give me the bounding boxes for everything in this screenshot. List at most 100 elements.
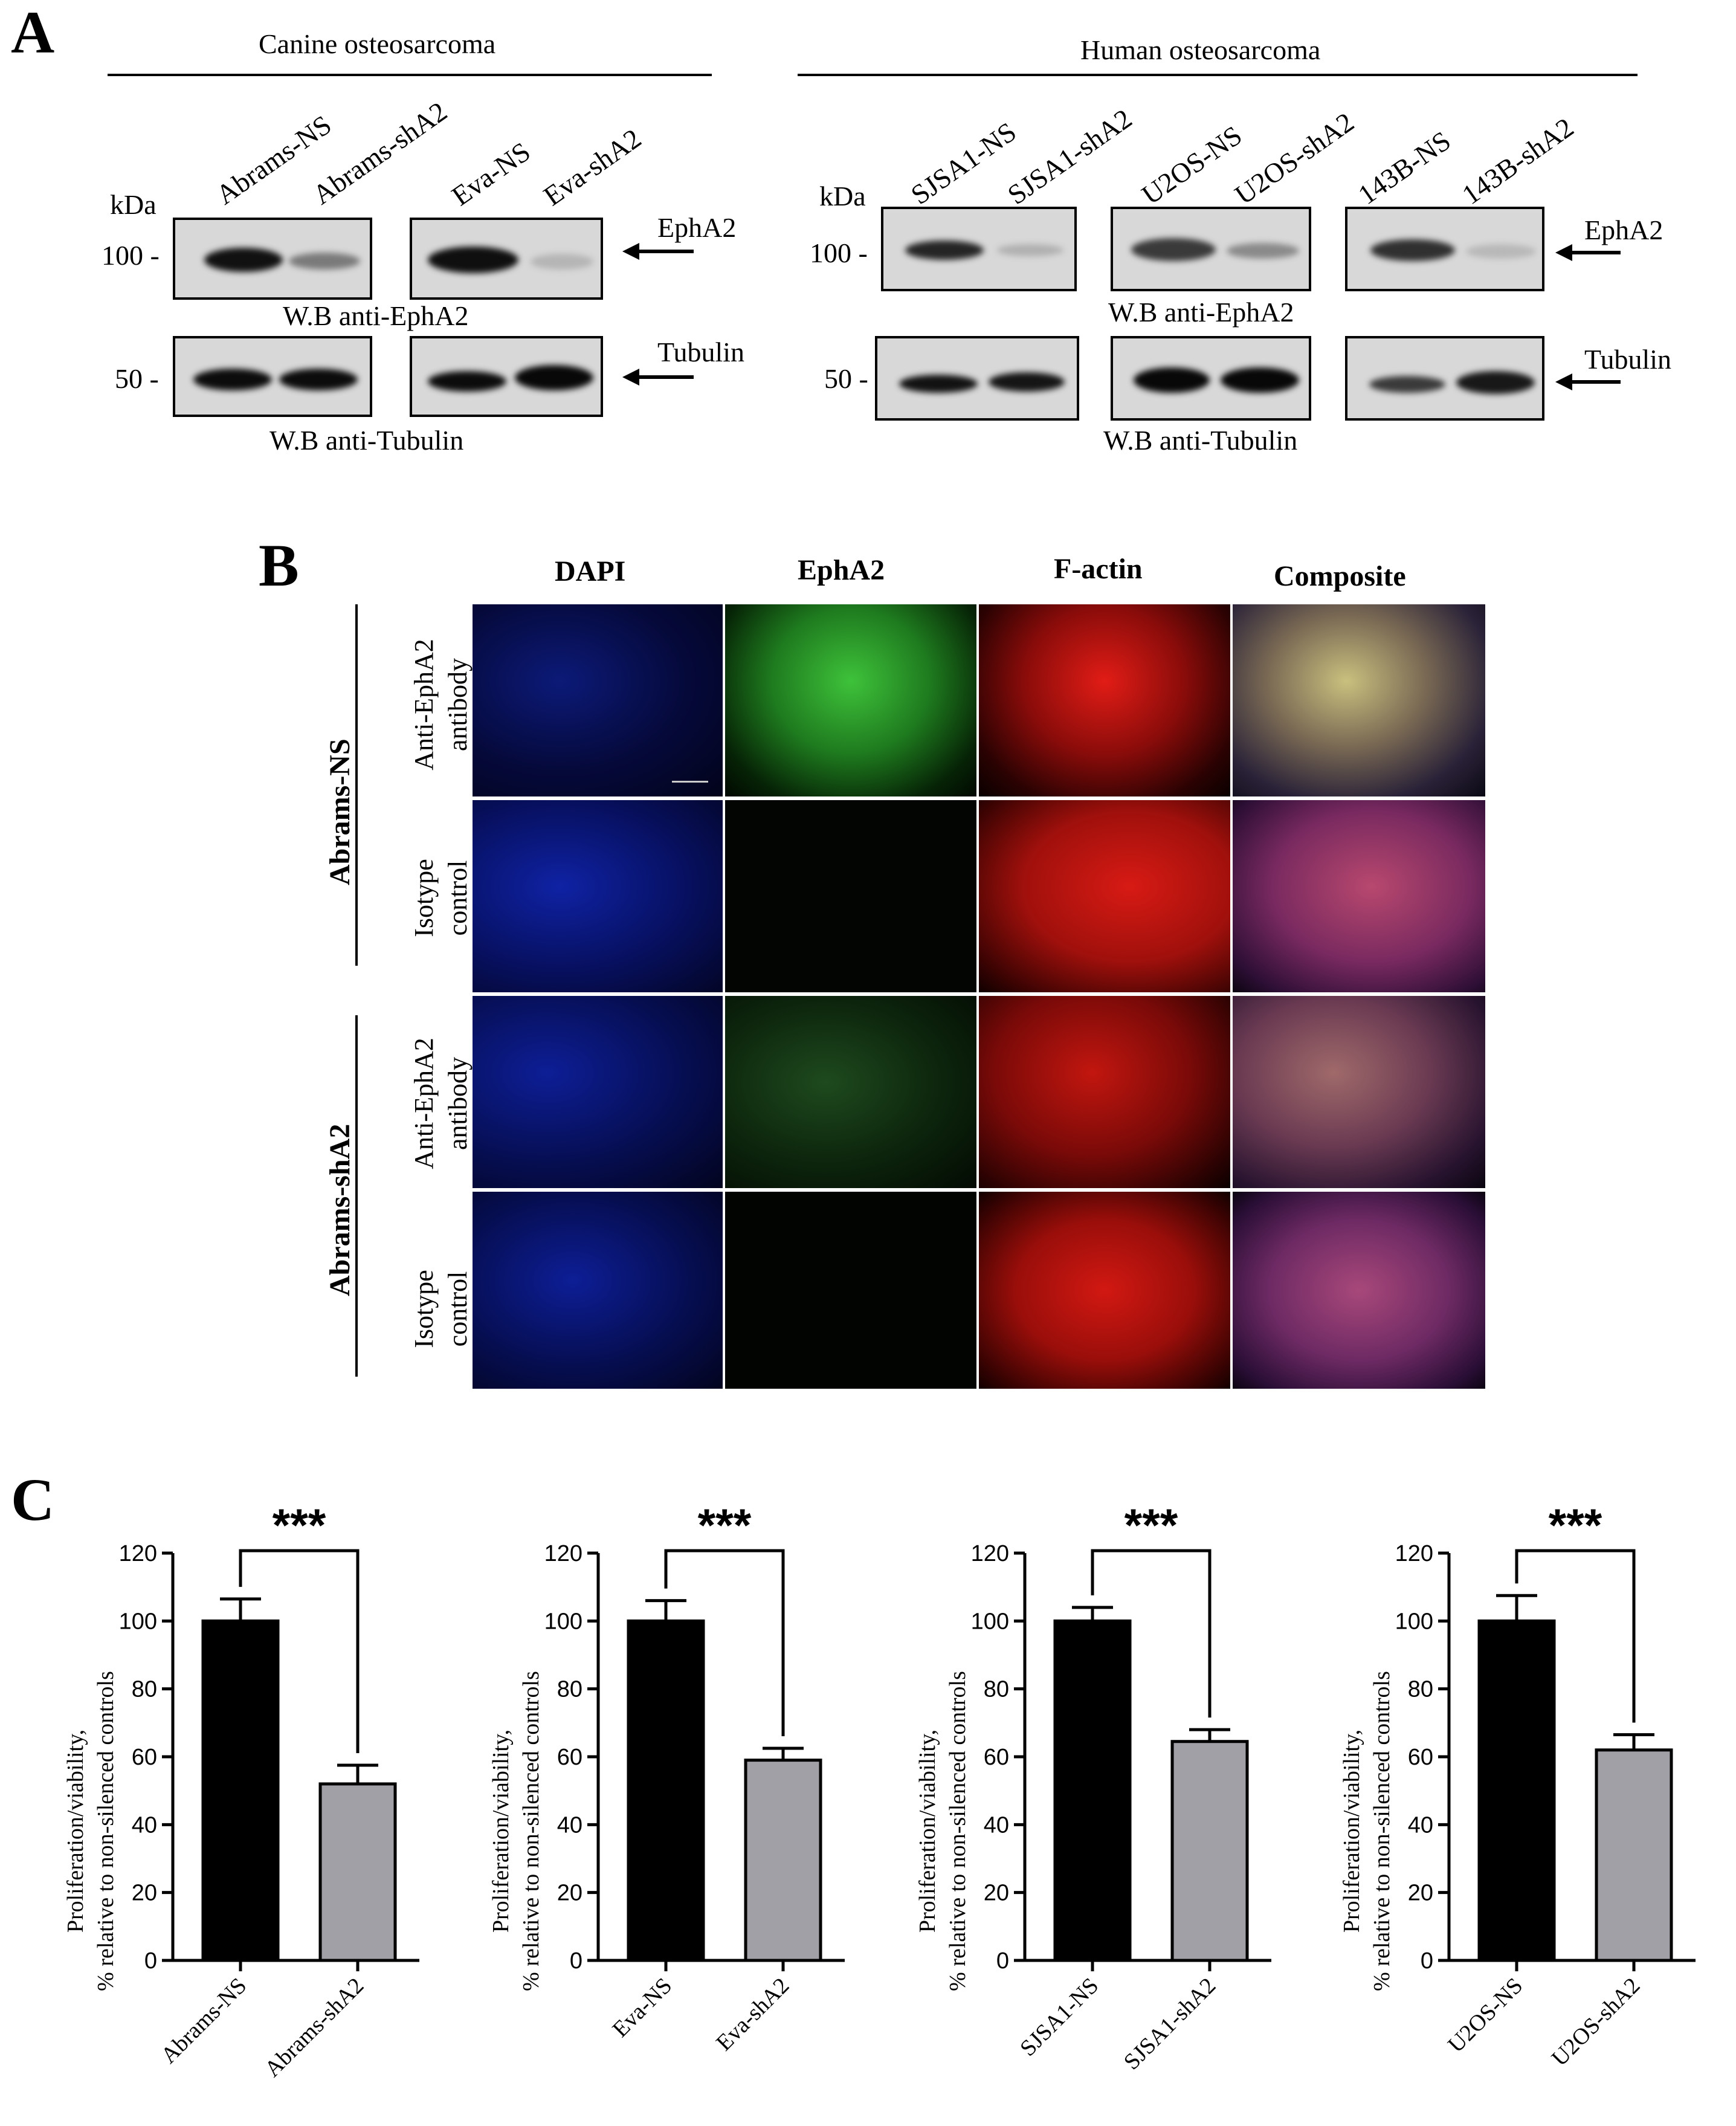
group-bracket-abrams-ns bbox=[355, 604, 358, 966]
chart-u2os: Proliferation/viability,% relative to no… bbox=[1300, 1487, 1699, 2126]
wb-epha2-caption-canine: W.B anti-EphA2 bbox=[283, 300, 469, 331]
y-tick-label: 20 bbox=[984, 1881, 1009, 1906]
mw-100-human: 100 - bbox=[810, 237, 868, 268]
tile-factin-ns-isotype bbox=[979, 800, 1230, 992]
canine-header-rule bbox=[108, 74, 712, 76]
epha2-arrow-icon-human bbox=[1555, 244, 1621, 261]
y-tick-label: 0 bbox=[996, 1948, 1009, 1974]
tile-epha2-sha2-isotype bbox=[725, 1192, 976, 1389]
x-tick-label: SJSA1-NS bbox=[1015, 1973, 1103, 2061]
y-tick-label: 120 bbox=[971, 1541, 1009, 1566]
y-tick-label: 0 bbox=[144, 1948, 157, 1974]
y-tick-label: 60 bbox=[1408, 1745, 1433, 1770]
group-label-abrams-ns: Abrams-NS bbox=[324, 738, 356, 885]
column-header-dapi: DAPI bbox=[555, 555, 626, 587]
human-header-rule bbox=[798, 74, 1638, 76]
x-tick-label: Abrams-NS bbox=[156, 1973, 251, 2069]
y-tick-label: 80 bbox=[984, 1677, 1009, 1702]
tile-epha2-ns-antibody bbox=[725, 604, 976, 796]
column-header-epha2: EphA2 bbox=[798, 554, 885, 586]
lane-label-143b-ns: 143B-NS bbox=[1352, 124, 1456, 211]
lane-label-eva-sha2: Eva-shA2 bbox=[538, 122, 647, 212]
y-tick-label: 0 bbox=[570, 1948, 582, 1974]
y-tick-label: 80 bbox=[1408, 1677, 1433, 1702]
lane-label-abrams-sha2: Abrams-shA2 bbox=[307, 95, 453, 211]
significance-bracket bbox=[664, 1549, 785, 1736]
x-tick-label: Abrams-shA2 bbox=[260, 1973, 369, 2082]
canine-header: Canine osteosarcoma bbox=[259, 28, 496, 59]
y-tick-label: 0 bbox=[1421, 1948, 1433, 1974]
kda-label-human: kDa bbox=[819, 181, 866, 212]
bar bbox=[1170, 1740, 1249, 1962]
significance-bracket bbox=[239, 1549, 360, 1754]
human-header: Human osteosarcoma bbox=[1080, 34, 1321, 65]
blot-tubulin-eva bbox=[410, 336, 603, 417]
tile-epha2-ns-isotype bbox=[725, 800, 976, 992]
blot-tubulin-sjsa1 bbox=[875, 336, 1079, 421]
tile-epha2-sha2-antibody bbox=[725, 996, 976, 1188]
chart-eva: Proliferation/viability,% relative to no… bbox=[450, 1487, 848, 2126]
y-tick-label: 60 bbox=[557, 1745, 582, 1770]
y-tick-label: 40 bbox=[557, 1812, 582, 1838]
tile-composite-sha2-isotype bbox=[1233, 1192, 1485, 1389]
tubulin-arrow-icon-human bbox=[1555, 373, 1621, 390]
column-header-composite: Composite bbox=[1274, 560, 1406, 592]
chart-svg-eva: 0 20 40 60 80 100 120 Eva-NS Eva-shA2 *** bbox=[544, 1500, 845, 2056]
tubulin-arrow-label-canine: Tubulin bbox=[657, 337, 745, 367]
blot-tubulin-143b bbox=[1345, 336, 1544, 421]
x-tick-label: U2OS-NS bbox=[1443, 1973, 1528, 2058]
lane-label-u2os-ns: U2OS-NS bbox=[1136, 119, 1248, 211]
tile-dapi-sha2-isotype bbox=[473, 1192, 723, 1389]
significance-bracket bbox=[1515, 1549, 1636, 1723]
significance-stars: *** bbox=[1549, 1500, 1602, 1551]
mw-100-canine: 100 - bbox=[102, 240, 160, 271]
chart-svg-u2os: 0 20 40 60 80 100 120 U2OS-NS U2OS-shA2 *** bbox=[1395, 1500, 1696, 2072]
significance-stars: *** bbox=[698, 1500, 752, 1551]
tile-dapi-sha2-antibody bbox=[473, 996, 723, 1188]
x-tick-label: SJSA1-shA2 bbox=[1119, 1973, 1221, 2075]
tubulin-arrow-icon-canine bbox=[622, 369, 694, 386]
bar bbox=[318, 1782, 397, 1962]
tile-composite-ns-isotype bbox=[1233, 800, 1485, 992]
tile-factin-sha2-isotype bbox=[979, 1192, 1230, 1389]
panel-c-letter: C bbox=[11, 1466, 55, 1533]
tile-factin-sha2-antibody bbox=[979, 996, 1230, 1188]
y-tick-label: 120 bbox=[119, 1541, 157, 1566]
bar bbox=[744, 1759, 822, 1962]
lane-label-eva-ns: Eva-NS bbox=[446, 135, 536, 212]
bar bbox=[1053, 1619, 1132, 1962]
y-tick-label: 120 bbox=[544, 1541, 582, 1566]
blot-epha2-sjsa1 bbox=[881, 207, 1077, 291]
panel-a-letter: A bbox=[11, 0, 55, 66]
chart-svg-sjsa1: 0 20 40 60 80 100 120 SJSA1-NS SJSA1-shA2 *** bbox=[971, 1500, 1271, 2075]
panel-b-letter: B bbox=[259, 532, 299, 599]
bar bbox=[1477, 1619, 1556, 1962]
y-tick-label: 60 bbox=[132, 1745, 157, 1770]
mw-50-canine: 50 - bbox=[115, 363, 159, 394]
y-tick-label: 40 bbox=[1408, 1812, 1433, 1838]
mw-50-human: 50 - bbox=[824, 363, 868, 394]
blot-epha2-u2os bbox=[1111, 207, 1311, 291]
x-tick-label: U2OS-shA2 bbox=[1547, 1973, 1645, 2072]
row-label-1: Anti-EphA2 antibody bbox=[409, 639, 473, 771]
y-tick-label: 80 bbox=[132, 1677, 157, 1702]
y-tick-label: 20 bbox=[557, 1881, 582, 1906]
group-label-abrams-sha2: Abrams-shA2 bbox=[324, 1123, 356, 1296]
epha2-arrow-label-canine: EphA2 bbox=[657, 212, 737, 243]
y-tick-label: 20 bbox=[132, 1881, 157, 1906]
chart-abrams: Proliferation/viability,% relative to no… bbox=[24, 1487, 423, 2126]
chart-sjsa1: Proliferation/viability,% relative to no… bbox=[876, 1487, 1275, 2126]
wb-tubulin-caption-human: W.B anti-Tubulin bbox=[1103, 425, 1298, 456]
lane-label-143b-sha2: 143B-shA2 bbox=[1456, 111, 1580, 211]
row-label-4: Isotype control bbox=[409, 1270, 473, 1348]
blot-tubulin-abrams bbox=[173, 336, 372, 417]
tile-dapi-ns-isotype bbox=[473, 800, 723, 992]
lane-label-sjsa1-sha2: SJSA1-shA2 bbox=[1002, 103, 1138, 211]
lane-label-u2os-sha2: U2OS-shA2 bbox=[1229, 106, 1360, 211]
wb-epha2-caption-human: W.B anti-EphA2 bbox=[1108, 297, 1294, 328]
bar bbox=[627, 1619, 705, 1962]
blot-epha2-143b bbox=[1345, 207, 1544, 291]
if-image-grid bbox=[473, 604, 1492, 1389]
group-bracket-abrams-sha2 bbox=[355, 1015, 358, 1377]
tubulin-arrow-label-human: Tubulin bbox=[1584, 344, 1672, 375]
